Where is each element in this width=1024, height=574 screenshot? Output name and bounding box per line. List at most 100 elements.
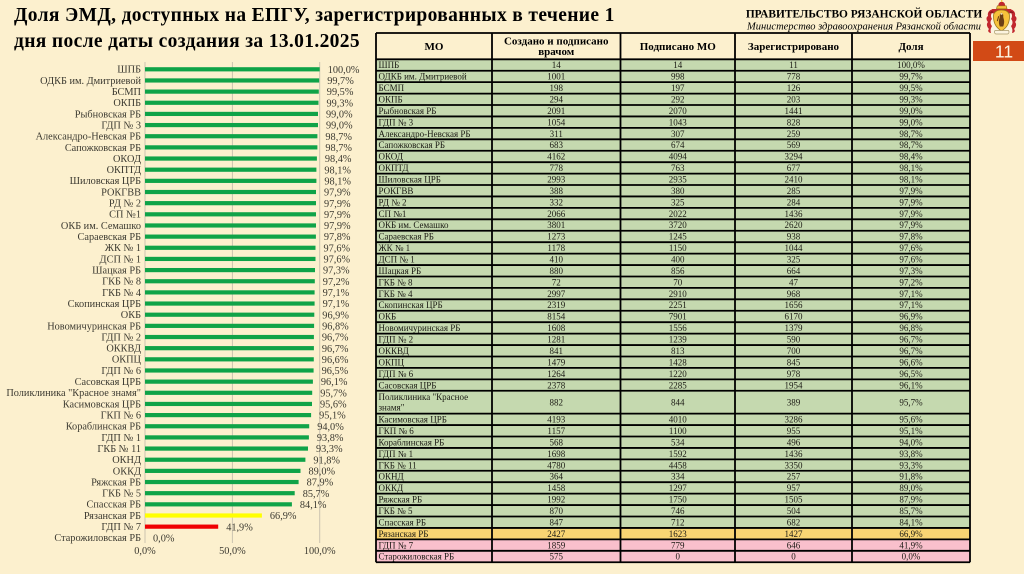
svg-text:1054: 1054 xyxy=(547,117,566,127)
svg-text:311: 311 xyxy=(550,129,563,139)
svg-text:2022: 2022 xyxy=(669,209,687,219)
svg-text:98,1%: 98,1% xyxy=(899,163,923,173)
svg-text:ОКБ: ОКБ xyxy=(121,310,141,321)
svg-text:97,6%: 97,6% xyxy=(324,243,351,254)
svg-text:Спасская РБ: Спасская РБ xyxy=(379,517,427,527)
svg-text:410: 410 xyxy=(550,255,564,265)
svg-text:96,5%: 96,5% xyxy=(899,369,923,379)
svg-text:РД № 2: РД № 2 xyxy=(379,197,407,207)
svg-text:ОКПЦ: ОКПЦ xyxy=(379,357,405,367)
svg-text:95,7%: 95,7% xyxy=(899,397,923,407)
svg-text:4010: 4010 xyxy=(669,415,688,425)
svg-text:ГКП № 6: ГКП № 6 xyxy=(379,426,415,436)
svg-text:364: 364 xyxy=(550,472,564,482)
svg-text:93,8%: 93,8% xyxy=(317,433,344,444)
svg-text:257: 257 xyxy=(787,472,801,482)
svg-text:Шацкая РБ: Шацкая РБ xyxy=(92,266,141,277)
svg-text:1297: 1297 xyxy=(669,483,688,493)
svg-text:2066: 2066 xyxy=(547,209,566,219)
svg-text:66,9%: 66,9% xyxy=(270,511,297,522)
svg-text:1245: 1245 xyxy=(669,232,688,242)
svg-text:95,6%: 95,6% xyxy=(320,400,347,411)
svg-text:1220: 1220 xyxy=(669,369,688,379)
svg-text:ГДП № 2: ГДП № 2 xyxy=(101,332,141,343)
svg-text:97,9%: 97,9% xyxy=(324,221,351,232)
svg-text:РД № 2: РД № 2 xyxy=(109,199,141,210)
svg-text:Касимовская ЦРБ: Касимовская ЦРБ xyxy=(379,415,447,425)
svg-text:0,0%: 0,0% xyxy=(153,533,175,544)
svg-text:575: 575 xyxy=(550,552,564,562)
svg-text:41,9%: 41,9% xyxy=(226,522,253,533)
svg-text:4162: 4162 xyxy=(547,152,565,162)
svg-text:ОДКБ им. Дмитриевой: ОДКБ им. Дмитриевой xyxy=(40,76,141,87)
svg-text:126: 126 xyxy=(787,83,801,93)
svg-text:93,3%: 93,3% xyxy=(316,444,343,455)
svg-text:2620: 2620 xyxy=(785,220,804,230)
svg-text:14: 14 xyxy=(552,60,562,70)
svg-text:880: 880 xyxy=(550,266,564,276)
svg-text:66,9%: 66,9% xyxy=(899,529,923,539)
svg-text:388: 388 xyxy=(550,186,564,196)
svg-text:97,6%: 97,6% xyxy=(899,255,923,265)
svg-text:ГКБ № 5: ГКБ № 5 xyxy=(379,506,413,516)
svg-text:4193: 4193 xyxy=(547,415,566,425)
svg-text:89,0%: 89,0% xyxy=(309,467,336,478)
svg-text:325: 325 xyxy=(671,197,685,207)
svg-text:ГКБ № 8: ГКБ № 8 xyxy=(379,277,413,287)
svg-text:ОККВД: ОККВД xyxy=(379,346,409,356)
svg-text:968: 968 xyxy=(787,289,801,299)
svg-text:Шиловская ЦРБ: Шиловская ЦРБ xyxy=(379,175,441,185)
svg-text:96,6%: 96,6% xyxy=(322,355,349,366)
svg-text:ШПБ: ШПБ xyxy=(117,65,141,76)
svg-text:ГДП № 6: ГДП № 6 xyxy=(379,369,414,379)
svg-text:Новомичуринская РБ: Новомичуринская РБ xyxy=(379,323,461,333)
svg-text:97,8%: 97,8% xyxy=(899,232,923,242)
svg-text:8154: 8154 xyxy=(547,312,566,322)
svg-text:1264: 1264 xyxy=(547,369,566,379)
svg-text:677: 677 xyxy=(787,163,801,173)
svg-text:841: 841 xyxy=(550,346,564,356)
svg-text:1436: 1436 xyxy=(785,449,804,459)
svg-text:БСМП: БСМП xyxy=(112,87,142,98)
svg-text:85,7%: 85,7% xyxy=(303,489,330,500)
svg-text:1043: 1043 xyxy=(669,117,688,127)
svg-text:7901: 7901 xyxy=(669,312,687,322)
svg-text:93,8%: 93,8% xyxy=(899,449,923,459)
svg-text:847: 847 xyxy=(550,517,564,527)
svg-text:70: 70 xyxy=(673,277,683,287)
svg-text:682: 682 xyxy=(787,517,801,527)
svg-text:85,7%: 85,7% xyxy=(899,506,923,516)
svg-text:1281: 1281 xyxy=(547,335,565,345)
svg-text:100,0%: 100,0% xyxy=(897,60,925,70)
svg-text:1157: 1157 xyxy=(547,426,565,436)
svg-text:Кораблинская РБ: Кораблинская РБ xyxy=(66,422,141,433)
svg-text:646: 646 xyxy=(787,540,801,550)
svg-text:ОККД: ОККД xyxy=(379,483,404,493)
svg-text:ОКОД: ОКОД xyxy=(113,154,141,165)
svg-text:2251: 2251 xyxy=(669,300,687,310)
svg-text:Сапожковская РБ: Сапожковская РБ xyxy=(65,143,141,154)
svg-text:197: 197 xyxy=(671,83,685,93)
svg-text:97,6%: 97,6% xyxy=(899,243,923,253)
svg-text:2070: 2070 xyxy=(669,106,688,116)
svg-text:знамя": знамя" xyxy=(379,402,405,412)
svg-text:72: 72 xyxy=(552,277,561,287)
svg-text:97,9%: 97,9% xyxy=(899,209,923,219)
svg-text:334: 334 xyxy=(671,472,685,482)
svg-text:ОКБ им. Семашко: ОКБ им. Семашко xyxy=(61,221,141,232)
svg-text:203: 203 xyxy=(787,95,801,105)
svg-text:96,7%: 96,7% xyxy=(899,346,923,356)
svg-text:2997: 2997 xyxy=(547,289,566,299)
svg-text:Шацкая РБ: Шацкая РБ xyxy=(379,266,422,276)
svg-text:41,9%: 41,9% xyxy=(899,540,923,550)
svg-text:778: 778 xyxy=(550,163,564,173)
svg-text:ГДП № 7: ГДП № 7 xyxy=(101,522,141,533)
svg-text:0: 0 xyxy=(791,552,796,562)
svg-text:534: 534 xyxy=(671,437,685,447)
svg-text:РОКГВВ: РОКГВВ xyxy=(379,186,414,196)
svg-text:Старожиловская РБ: Старожиловская РБ xyxy=(379,552,455,562)
svg-text:3286: 3286 xyxy=(785,415,804,425)
svg-text:2091: 2091 xyxy=(547,106,565,116)
svg-text:97,9%: 97,9% xyxy=(899,197,923,207)
svg-text:Сараевская РБ: Сараевская РБ xyxy=(379,232,434,242)
